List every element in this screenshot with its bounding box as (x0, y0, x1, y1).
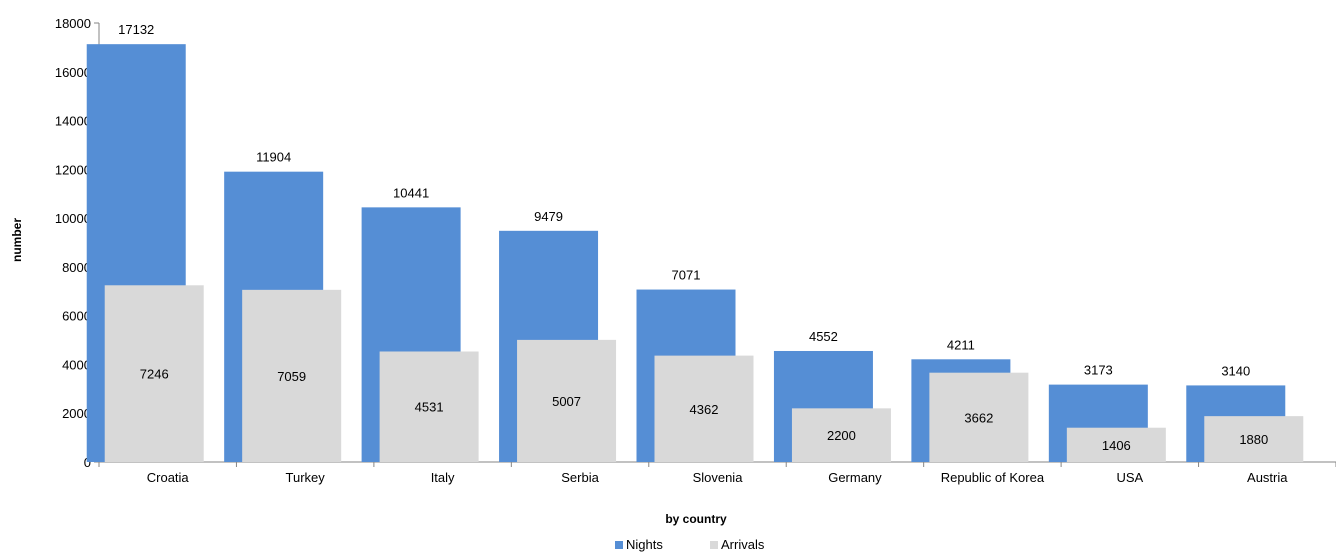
bar-arrivals (929, 372, 1029, 462)
data-labels: 17132 7246 11904 7059 10441 4531 9479 5007 7071 4… (118, 22, 1268, 453)
data-label-nights: 4211 (947, 337, 975, 352)
x-category-label: Germany (828, 470, 882, 485)
x-axis-title: by country (665, 512, 727, 526)
data-label-nights: 9479 (534, 209, 563, 224)
y-tick-label: 16000 (55, 65, 91, 80)
data-label-nights: 4552 (809, 329, 838, 344)
bar-arrivals (517, 339, 617, 462)
x-category-label: Austria (1247, 470, 1288, 485)
legend-label-nights: Nights (626, 537, 663, 552)
y-axis-title: number (10, 218, 24, 262)
legend: Nights Arrivals (615, 537, 765, 552)
y-tick-label: 2000 (62, 406, 91, 421)
x-category-label: Italy (431, 470, 455, 485)
legend-swatch-arrivals (710, 541, 718, 549)
y-tick-label: 4000 (62, 357, 91, 372)
bar-arrivals (1066, 427, 1166, 462)
data-label-nights: 17132 (118, 22, 154, 37)
y-tick-label: 18000 (55, 16, 91, 31)
data-label-arrivals: 7059 (277, 369, 306, 384)
y-tick-label: 10000 (55, 211, 91, 226)
y-tick-label: 0 (84, 455, 91, 470)
bar-arrivals (379, 351, 479, 462)
bar-arrivals (104, 285, 204, 462)
x-axis: Croatia Turkey Italy Serbia Slovenia Germany R… (98, 461, 1336, 485)
bar-arrivals (242, 289, 342, 462)
x-category-label: Turkey (286, 470, 326, 485)
data-label-arrivals: 4362 (690, 402, 719, 417)
data-label-arrivals: 7246 (140, 367, 169, 382)
data-label-arrivals: 1880 (1239, 432, 1268, 447)
data-label-nights: 10441 (393, 185, 429, 200)
x-category-label: Serbia (561, 470, 599, 485)
y-axis: 0 2000 4000 6000 8000 10000 12000 14000 16000 180… (55, 16, 100, 470)
legend-swatch-nights (615, 541, 623, 549)
bar-arrivals (791, 408, 891, 462)
bar-arrivals (1204, 416, 1304, 462)
legend-label-arrivals: Arrivals (721, 537, 765, 552)
y-tick-label: 12000 (55, 162, 91, 177)
data-label-arrivals: 2200 (827, 428, 856, 443)
x-category-label: Croatia (147, 470, 190, 485)
x-category-label: Republic of Korea (941, 470, 1045, 485)
data-label-nights: 3173 (1084, 363, 1113, 378)
y-tick-label: 14000 (55, 114, 91, 129)
bars (86, 44, 1304, 462)
x-category-label: Slovenia (693, 470, 744, 485)
y-tick-label: 6000 (62, 309, 91, 324)
data-label-arrivals: 3662 (964, 410, 993, 425)
y-tick-label: 8000 (62, 260, 91, 275)
data-label-arrivals: 5007 (552, 394, 581, 409)
data-label-arrivals: 1406 (1102, 438, 1131, 453)
data-label-nights: 7071 (672, 268, 701, 283)
data-label-arrivals: 4531 (415, 400, 444, 415)
x-category-label: USA (1116, 470, 1143, 485)
data-label-nights: 11904 (256, 150, 291, 165)
data-label-nights: 3140 (1221, 363, 1250, 378)
bar-arrivals (654, 355, 754, 462)
